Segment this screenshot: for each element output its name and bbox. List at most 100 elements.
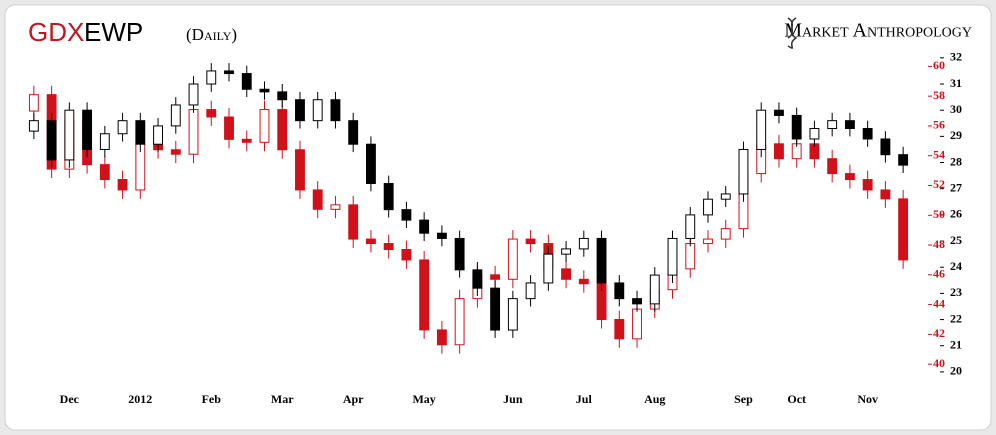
dna-strand [787,17,797,39]
candle-body [224,116,234,140]
x-tick-label: Jun [503,392,523,406]
y2-tick-label: 46 [933,267,945,281]
candle-body [703,198,713,216]
candle-body [224,70,234,75]
candle-body [490,274,501,280]
y-tick-label: 20 [950,364,962,378]
brand: Market Anthropology [784,20,972,42]
x-tick-label: May [412,392,435,406]
candle-body [383,182,394,211]
candle-body [135,120,146,145]
candle-body [117,179,128,191]
y-tick-label: 27 [950,180,962,194]
x-tick-label: Jul [576,392,593,406]
candle-body [632,308,642,340]
candle-body [774,109,784,116]
candle-body [898,154,909,166]
y-tick-label: 24 [950,259,962,273]
candle-body [596,237,607,284]
candle-body [206,109,217,118]
x-tick-label: Aug [644,392,665,406]
candle-body [419,219,430,234]
y2-tick-label: 50 [933,207,945,221]
y-tick-label: 21 [950,337,962,351]
y2-tick-label: 60 [933,58,945,72]
candle-body [898,198,909,261]
candle-body [295,99,305,122]
x-tick-label: Feb [202,392,222,406]
candle-body [46,120,57,161]
candle-body [153,125,163,145]
candle-body [578,278,589,285]
candle-body [809,128,820,140]
y2-tick-label: 52 [933,177,945,191]
candle-body [525,282,536,300]
candle-body [259,109,270,143]
candle-body [490,287,501,331]
candle-body [827,120,838,130]
candle-body [454,237,465,271]
candle-body [312,99,323,122]
y2-tick-label: 44 [933,296,945,310]
candle-body [348,120,359,145]
candle-body [82,109,93,150]
y2-tick-label: 54 [933,147,945,161]
candle-body [561,248,572,255]
y2-tick-label: 42 [933,326,945,340]
candle-body [277,91,288,101]
x-tick-label: Sep [734,392,753,406]
candle-body [685,243,696,270]
candle-body [844,120,855,130]
candle-body [791,114,802,140]
candle-body [64,109,75,161]
candle-body [28,94,39,112]
candle-body [383,243,394,251]
series-title: GDX [28,17,84,47]
candle-body [365,143,376,184]
candle-body [880,138,891,156]
candle-body [241,138,252,143]
candle-body [259,88,270,93]
candle-body [99,133,110,150]
candle-body [880,189,891,200]
y-tick-label: 23 [950,285,962,299]
x-tick-label: Apr [343,392,364,406]
y-tick-label: 26 [950,207,962,221]
candle-body [720,193,731,200]
candle-body [170,104,181,127]
candle-body [649,274,660,305]
x-tick-label: Mar [271,392,294,406]
candle-body [507,298,518,331]
candle-body [436,329,447,346]
brand-icon [787,17,798,49]
candle-body [312,189,323,210]
candle-body [525,238,536,245]
candle-body [241,73,252,90]
candle-body [28,120,39,132]
candle-body [401,209,412,221]
x-tick-label: Nov [857,392,878,406]
candle-body [472,269,483,289]
candle-body [419,259,430,331]
candle-body [188,109,199,155]
series-title: EWP [84,17,143,47]
candle-body [436,232,447,239]
candle-body [738,148,749,195]
candle-body [330,99,341,122]
candle-body [206,70,217,85]
candle-body [703,238,713,245]
candle-body [614,282,625,300]
subtitle: (Daily) [186,25,237,44]
candle-body [720,228,731,240]
candle-body [685,214,696,239]
candle-body [454,298,465,346]
y2-tick-label: 40 [933,356,945,370]
candle-body [330,204,341,210]
candle-body [507,238,518,280]
candle-body [365,238,376,245]
y2-tick-label: 56 [933,118,945,132]
candle-body [774,143,784,160]
y-tick-label: 29 [950,128,962,142]
